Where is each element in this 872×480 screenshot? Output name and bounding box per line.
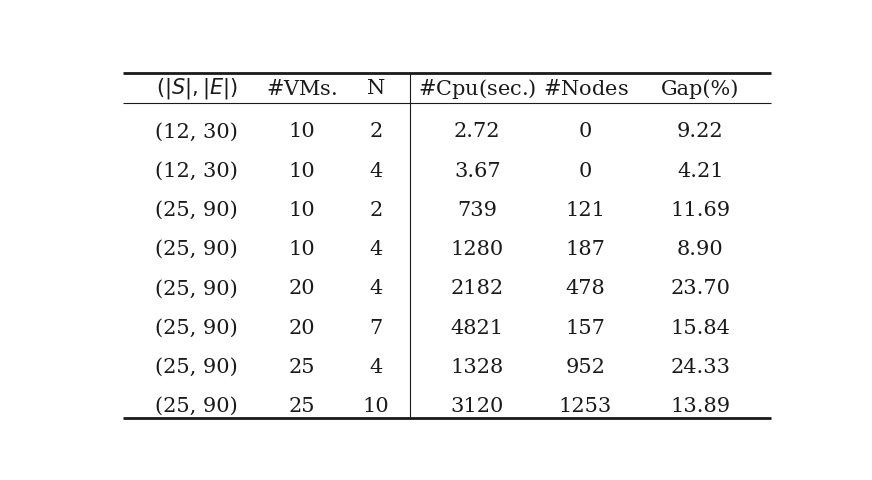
- Text: (25, 90): (25, 90): [155, 318, 238, 337]
- Text: (25, 90): (25, 90): [155, 200, 238, 219]
- Text: (25, 90): (25, 90): [155, 357, 238, 376]
- Text: 0: 0: [579, 122, 592, 141]
- Text: $\#$Cpu(sec.): $\#$Cpu(sec.): [419, 77, 536, 101]
- Text: 10: 10: [289, 161, 315, 180]
- Text: 157: 157: [566, 318, 605, 337]
- Text: 2: 2: [370, 122, 383, 141]
- Text: 10: 10: [289, 200, 315, 219]
- Text: 0: 0: [579, 161, 592, 180]
- Text: 1253: 1253: [559, 396, 612, 415]
- Text: 11.69: 11.69: [671, 200, 731, 219]
- Text: 2182: 2182: [451, 279, 504, 298]
- Text: 24.33: 24.33: [671, 357, 731, 376]
- Text: 25: 25: [289, 396, 315, 415]
- Text: (25, 90): (25, 90): [155, 279, 238, 298]
- Text: (25, 90): (25, 90): [155, 396, 238, 415]
- Text: (12, 30): (12, 30): [155, 122, 238, 141]
- Text: $\#$VMs.: $\#$VMs.: [266, 79, 337, 98]
- Text: 121: 121: [565, 200, 605, 219]
- Text: 4: 4: [370, 279, 383, 298]
- Text: 4: 4: [370, 357, 383, 376]
- Text: 1280: 1280: [451, 240, 504, 259]
- Text: 2: 2: [370, 200, 383, 219]
- Text: (12, 30): (12, 30): [155, 161, 238, 180]
- Text: 3120: 3120: [451, 396, 504, 415]
- Text: 8.90: 8.90: [677, 240, 724, 259]
- Text: 4: 4: [370, 240, 383, 259]
- Text: 20: 20: [289, 279, 315, 298]
- Text: 13.89: 13.89: [671, 396, 731, 415]
- Text: 4: 4: [370, 161, 383, 180]
- Text: 20: 20: [289, 318, 315, 337]
- Text: Gap(%): Gap(%): [661, 79, 739, 98]
- Text: $(|S|,|E|)$: $(|S|,|E|)$: [156, 76, 238, 101]
- Text: 10: 10: [289, 240, 315, 259]
- Text: 2.72: 2.72: [454, 122, 501, 141]
- Text: 739: 739: [457, 200, 497, 219]
- Text: N: N: [367, 79, 385, 98]
- Text: 25: 25: [289, 357, 315, 376]
- Text: $\#$Nodes: $\#$Nodes: [542, 79, 628, 98]
- Text: 3.67: 3.67: [454, 161, 501, 180]
- Text: 10: 10: [289, 122, 315, 141]
- Text: 7: 7: [370, 318, 383, 337]
- Text: 187: 187: [566, 240, 605, 259]
- Text: 10: 10: [363, 396, 389, 415]
- Text: 15.84: 15.84: [671, 318, 730, 337]
- Text: 1328: 1328: [451, 357, 504, 376]
- Text: 4821: 4821: [451, 318, 504, 337]
- Text: 9.22: 9.22: [677, 122, 724, 141]
- Text: (25, 90): (25, 90): [155, 240, 238, 259]
- Text: 23.70: 23.70: [671, 279, 731, 298]
- Text: 478: 478: [566, 279, 605, 298]
- Text: 952: 952: [566, 357, 605, 376]
- Text: 4.21: 4.21: [677, 161, 724, 180]
